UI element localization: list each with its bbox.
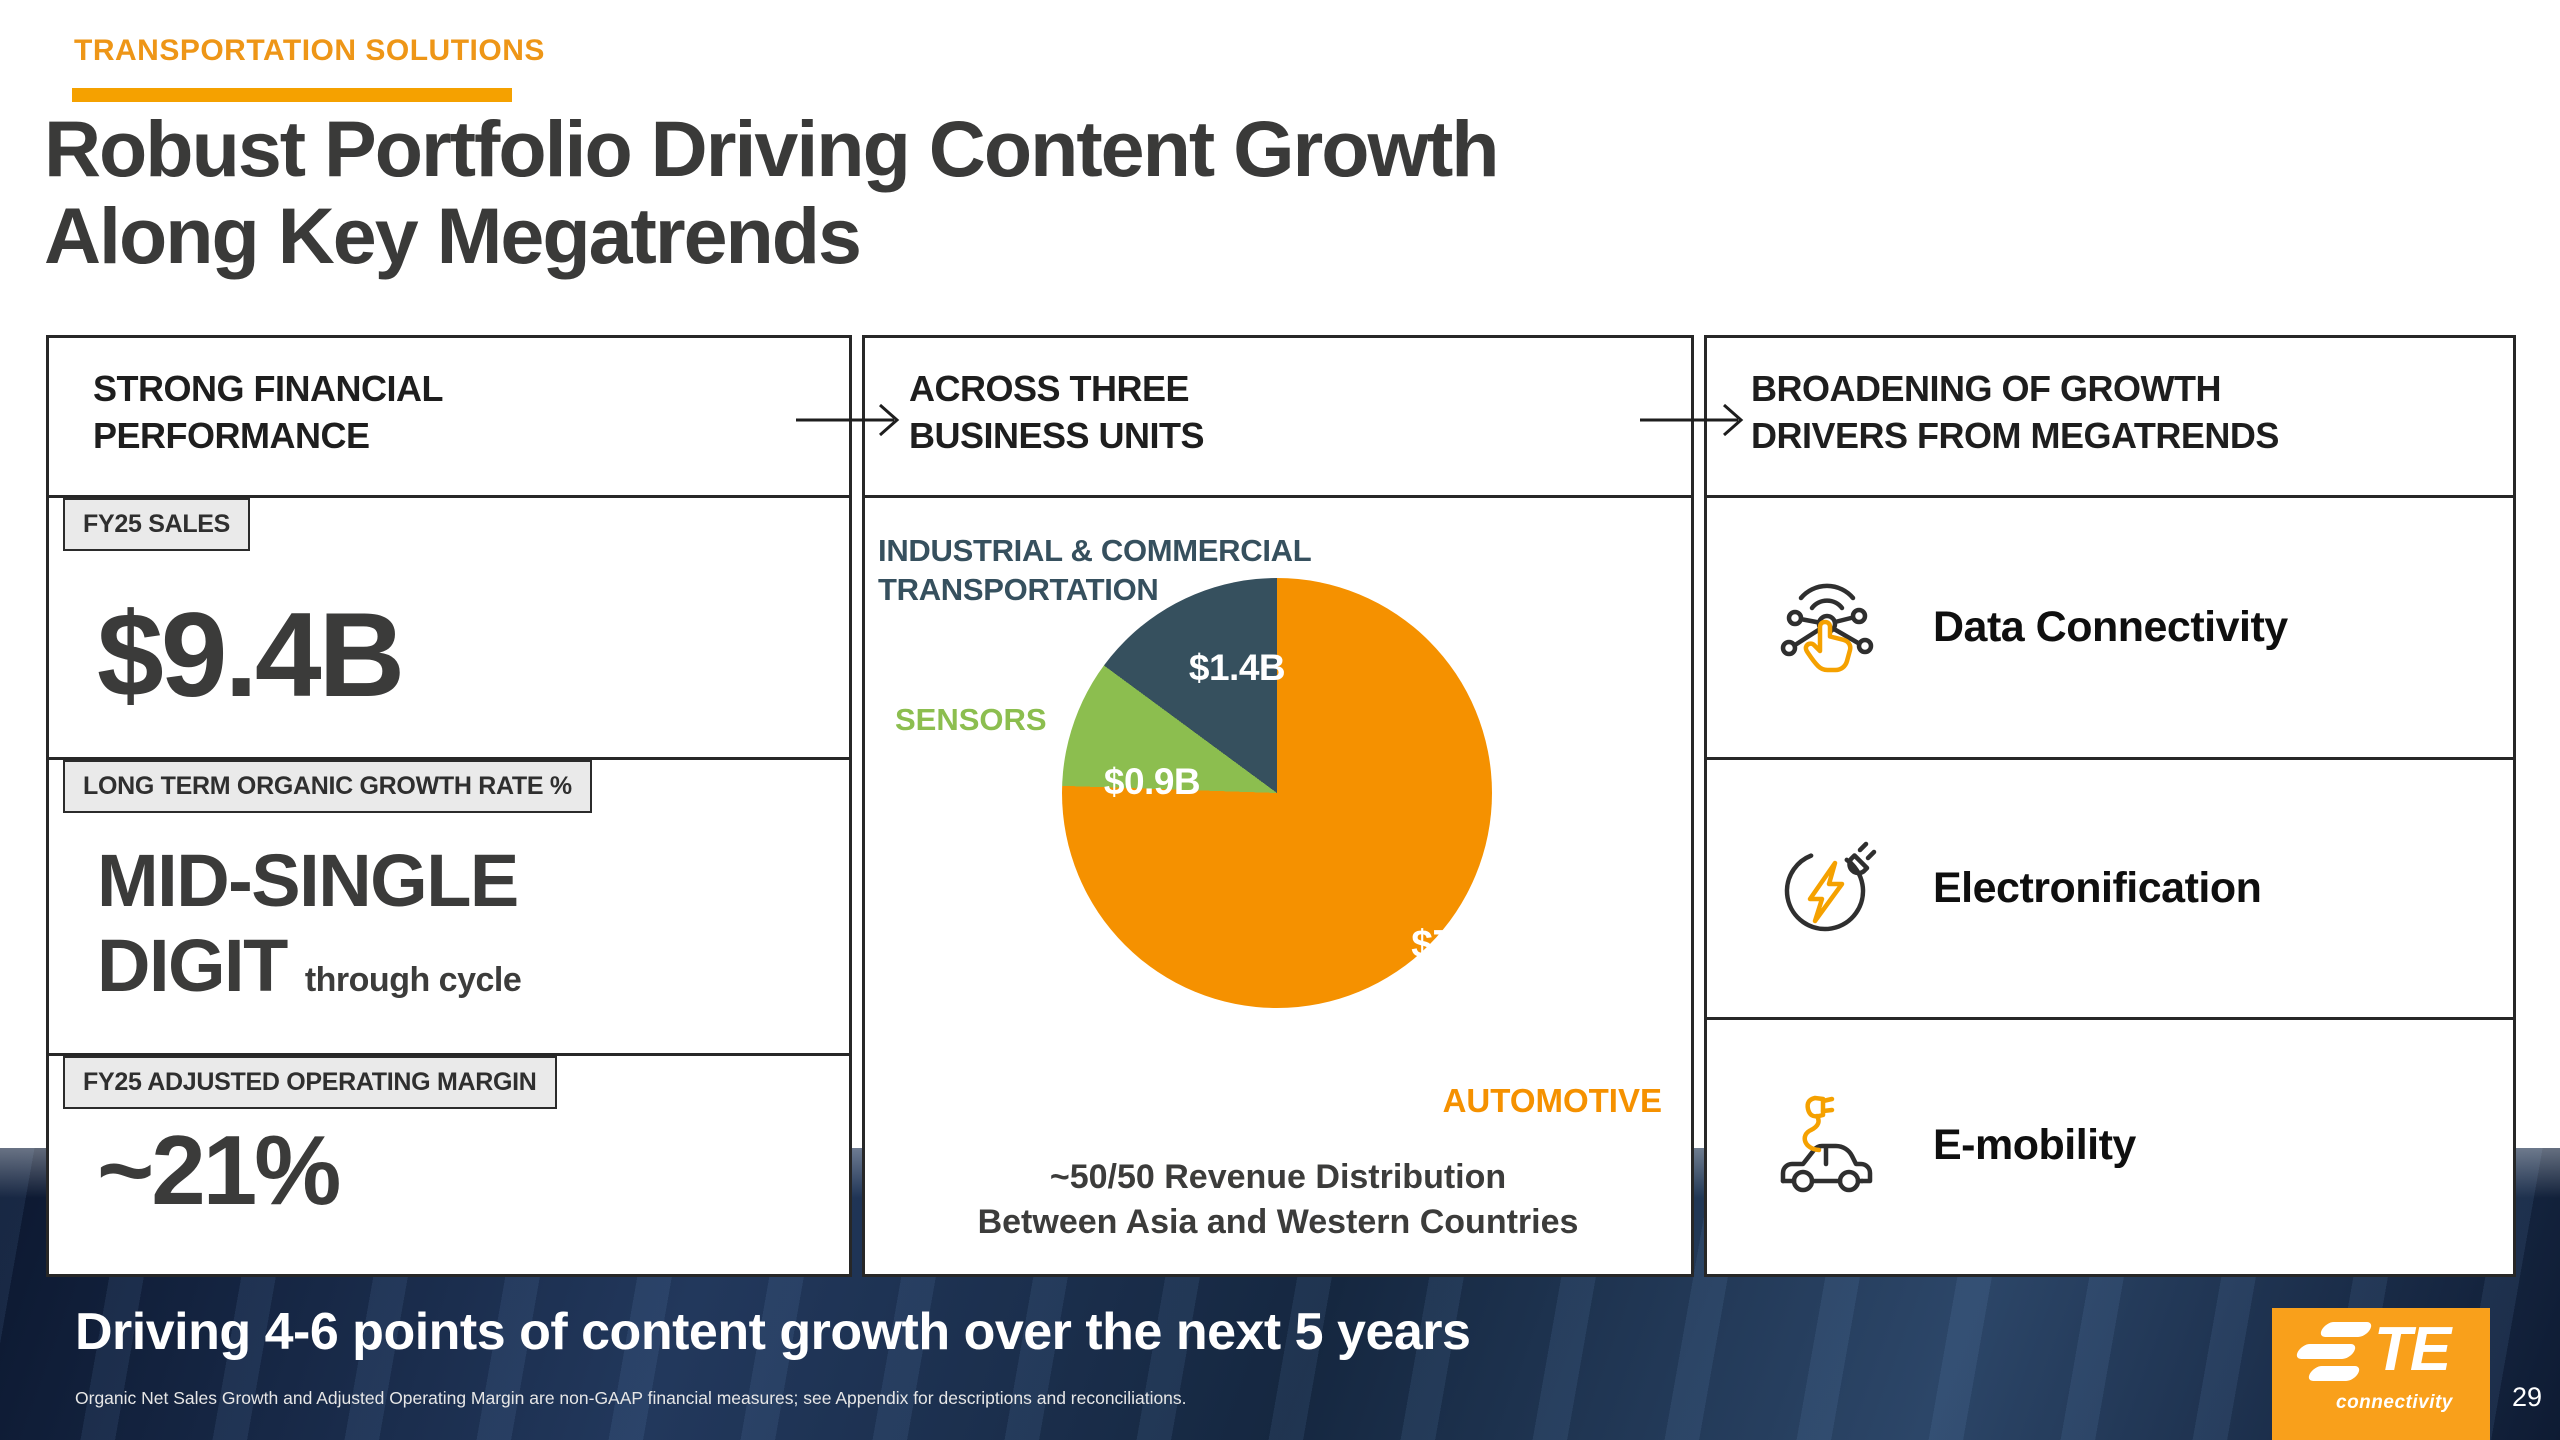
pie-chart: [1062, 578, 1492, 1008]
panel-financial-performance: STRONG FINANCIAL PERFORMANCE FY25 SALES …: [46, 335, 852, 1277]
panel-financial-header: STRONG FINANCIAL PERFORMANCE: [49, 338, 849, 498]
business-unit-label-automotive: AUTOMOTIVE: [1442, 1082, 1662, 1119]
arrow-right-icon: [1640, 403, 1744, 437]
te-logo-bar: [2305, 1366, 2363, 1381]
e-mobility-icon: [1765, 1084, 1889, 1208]
driver-row-e-mobility: E-mobility: [1707, 1020, 2513, 1271]
business-unit-label-sensors: SENSORS: [895, 702, 1047, 737]
driver-row-electronification: Electronification: [1707, 760, 2513, 1020]
page-number: 29: [2512, 1382, 2543, 1412]
metric-tag-margin: FY25 ADJUSTED OPERATING MARGIN: [63, 1056, 557, 1109]
te-logo-text: TE: [2374, 1315, 2451, 1384]
eyebrow-label: TRANSPORTATION SOLUTIONS: [74, 34, 545, 67]
driver-label-electronification: Electronification: [1933, 864, 2262, 912]
driver-label-data-connectivity: Data Connectivity: [1933, 603, 2288, 651]
metric-tag-growth: LONG TERM ORGANIC GROWTH RATE %: [63, 760, 592, 813]
revenue-distribution-caption: ~50/50 Revenue Distribution Between Asia…: [977, 1158, 1579, 1241]
data-connectivity-icon: [1765, 566, 1889, 690]
te-logo-bar: [2317, 1322, 2375, 1337]
te-logo-bar: [2293, 1344, 2359, 1359]
panel-business-units-header: ACROSS THREE BUSINESS UNITS: [865, 338, 1691, 498]
metric-cell-sales: FY25 SALES $9.4B: [49, 498, 849, 760]
arrow-right-icon: [796, 403, 900, 437]
eyebrow-underline: [72, 88, 512, 102]
metric-value-margin: ~21%: [97, 1115, 341, 1225]
driver-row-data-connectivity: Data Connectivity: [1707, 498, 2513, 760]
metric-cell-growth: LONG TERM ORGANIC GROWTH RATE % MID-SING…: [49, 760, 849, 1056]
te-logo: TE connectivity: [2272, 1308, 2490, 1440]
footnote: Organic Net Sales Growth and Adjusted Op…: [75, 1388, 1187, 1408]
slice-label-sensors: $0.9B: [1103, 761, 1201, 802]
metric-value-growth: MID-SINGLE DIGIT through cycle: [97, 838, 522, 1008]
metric-value-growth-text: MID-SINGLE DIGIT: [97, 839, 519, 1008]
slice-label-ict: $1.4B: [1188, 647, 1286, 688]
te-logo-connectivity: connectivity: [2336, 1392, 2453, 1413]
page-title: Robust Portfolio Driving Content Growth …: [44, 104, 1500, 280]
banner-headline: Driving 4-6 points of content growth ove…: [75, 1303, 1471, 1361]
electronification-icon: [1765, 827, 1889, 951]
slice-label-automotive: $7.1B: [1411, 923, 1513, 966]
panel-megatrends-header: BROADENING OF GROWTH DRIVERS FROM MEGATR…: [1707, 338, 2513, 498]
business-unit-label-ict: INDUSTRIAL & COMMERCIAL TRANSPORTATION: [878, 533, 1311, 607]
metric-suffix-growth: through cycle: [304, 961, 522, 1000]
metric-cell-margin: FY25 ADJUSTED OPERATING MARGIN ~21%: [49, 1056, 849, 1274]
driver-label-e-mobility: E-mobility: [1933, 1121, 2136, 1169]
metric-value-sales: $9.4B: [97, 588, 405, 722]
metric-tag-sales: FY25 SALES: [63, 498, 251, 551]
panel-megatrends: BROADENING OF GROWTH DRIVERS FROM MEGATR…: [1704, 335, 2516, 1277]
